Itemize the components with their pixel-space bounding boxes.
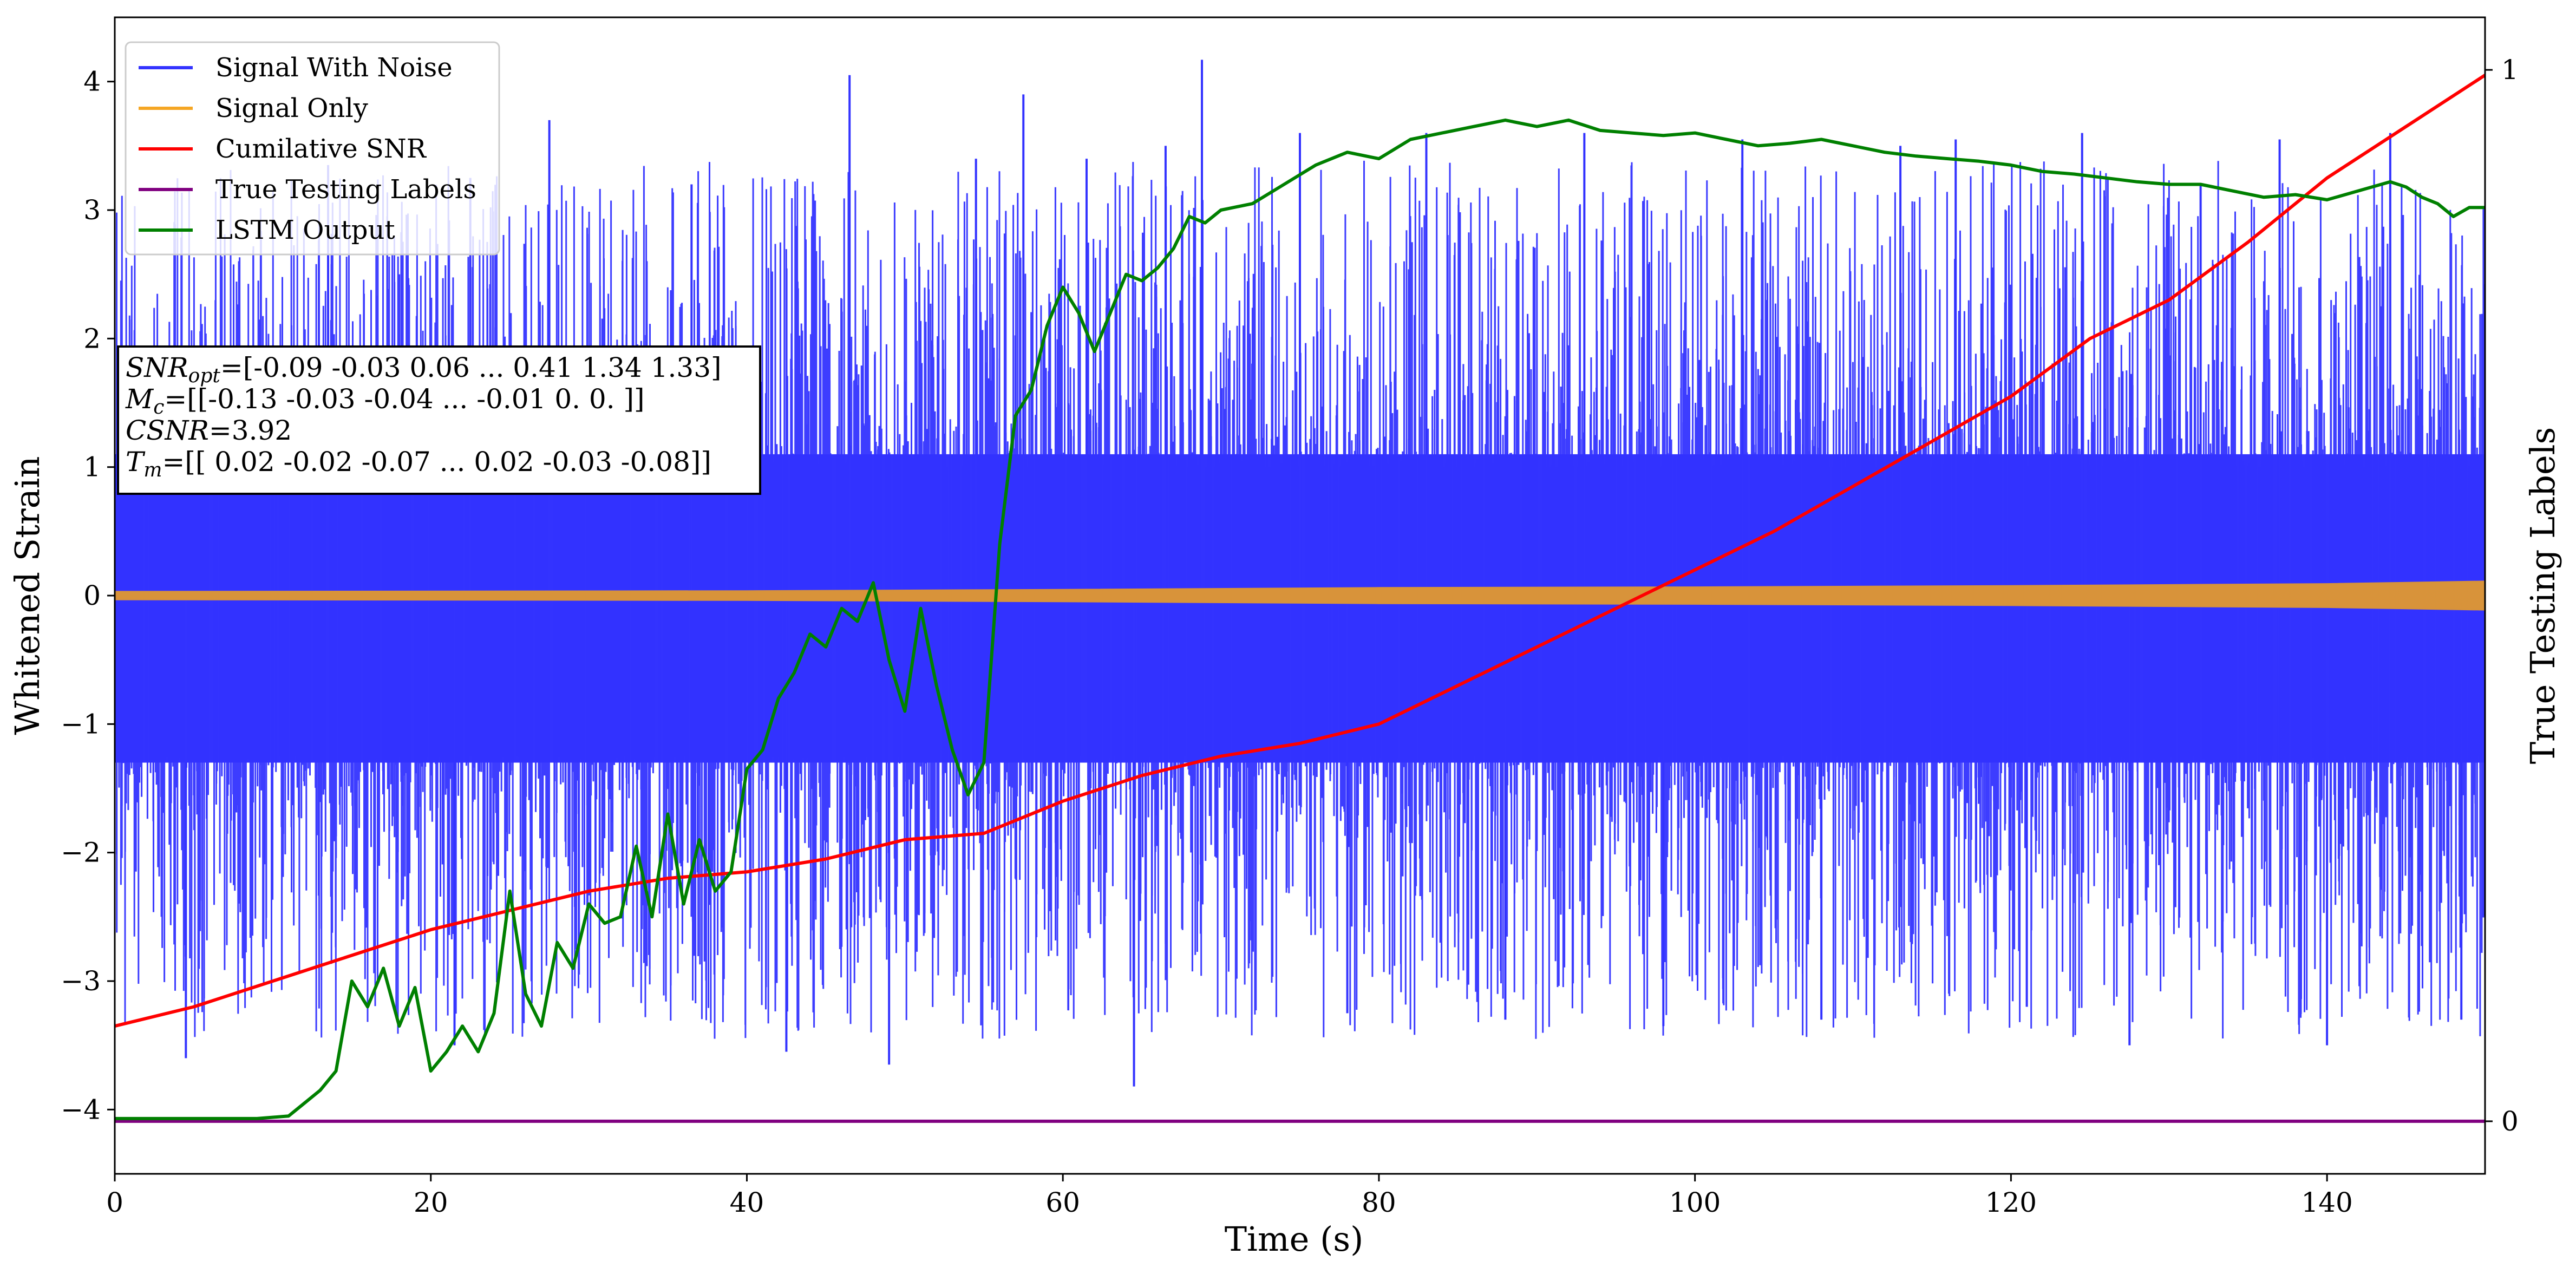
y-axis-right-label: True Testing Labels — [2523, 427, 2562, 765]
annotation-subscript: c — [153, 396, 164, 419]
x-tick-label: 0 — [106, 1187, 123, 1218]
y-tick-left-label: 3 — [83, 194, 101, 226]
x-axis-label: Time (s) — [1225, 1219, 1364, 1259]
x-tick-label: 120 — [1985, 1187, 2037, 1218]
x-tick-label: 100 — [1669, 1187, 1721, 1218]
x-tick-label: 80 — [1362, 1187, 1396, 1218]
legend-label: True Testing Labels — [215, 174, 476, 205]
y-tick-right-label: 1 — [2501, 54, 2519, 86]
annotation-symbol: M — [125, 383, 154, 415]
x-tick-label: 140 — [2301, 1187, 2352, 1218]
annotation-symbol: SNR — [126, 352, 188, 383]
legend-label: Cumilative SNR — [215, 134, 427, 164]
legend-label: Signal With Noise — [215, 53, 453, 83]
lstm-output-line — [115, 118, 2485, 1120]
y-tick-left-label: −4 — [61, 1094, 101, 1125]
y-tick-left-label: 0 — [83, 580, 101, 611]
y-tick-left-label: 1 — [83, 452, 101, 483]
noise-whiskers — [115, 160, 2485, 1039]
x-tick-label: 20 — [414, 1187, 448, 1218]
annotation-frame — [117, 345, 761, 495]
x-tick-label: 60 — [1045, 1187, 1080, 1218]
signal-only-series — [115, 580, 2485, 611]
annotation-value: =3.92 — [209, 415, 292, 446]
annotation-value: =[[-0.13 -0.03 -0.04 ... -0.01 0. 0. ]] — [164, 383, 644, 415]
annotation-line: Tm=[[ 0.02 -0.02 -0.07 ... 0.02 -0.03 -0… — [126, 446, 711, 481]
x-axis: 0 20 40 60 80 100 120 140 — [106, 1174, 2353, 1218]
y-tick-left-label: −1 — [61, 708, 101, 740]
legend-frame — [125, 41, 500, 256]
legend: Signal With Noise Signal Only Cumilative S… — [125, 41, 500, 256]
cumilative-snr-line — [115, 74, 2485, 1028]
legend-label: Signal Only — [215, 93, 368, 123]
annotation-line: CSNR=3.92 — [126, 415, 292, 446]
y-axis-left-label: Whitened Strain — [8, 456, 47, 735]
signal-only-envelope — [115, 580, 2485, 611]
plot-area — [115, 60, 2485, 1123]
annotation-value: =[-0.09 -0.03 0.06 ... 0.41 1.34 1.33] — [220, 352, 722, 383]
annotation-symbol: CSNR — [126, 415, 209, 446]
line-series-group — [115, 74, 2485, 1123]
y-tick-right-label: 0 — [2501, 1106, 2519, 1137]
y-axis-right: 01 — [2485, 54, 2519, 1137]
y-tick-left-label: 2 — [83, 323, 101, 354]
legend-label: LSTM Output — [215, 215, 395, 245]
signal-with-noise-series — [115, 60, 2485, 1087]
annotation-subscript: opt — [188, 365, 221, 387]
annotation-line: Mc=[[-0.13 -0.03 -0.04 ... -0.01 0. 0. ]… — [125, 383, 645, 419]
annotation-box: SNRopt=[-0.09 -0.03 0.06 ... 0.41 1.34 1… — [117, 345, 761, 495]
y-tick-left-label: −3 — [61, 965, 101, 997]
y-axis-left: −4 −3 −2 −1 0 1 2 3 4 — [61, 66, 115, 1125]
y-tick-left-label: 4 — [83, 66, 101, 97]
annotation-value: =[[ 0.02 -0.02 -0.07 ... 0.02 -0.03 -0.0… — [162, 446, 711, 478]
annotation-line: SNRopt=[-0.09 -0.03 0.06 ... 0.41 1.34 1… — [126, 352, 722, 387]
annotation-symbol: T — [126, 446, 146, 478]
y-tick-left-label: −2 — [61, 837, 101, 868]
annotation-subscript: m — [143, 459, 162, 481]
x-tick-label: 40 — [730, 1187, 764, 1218]
